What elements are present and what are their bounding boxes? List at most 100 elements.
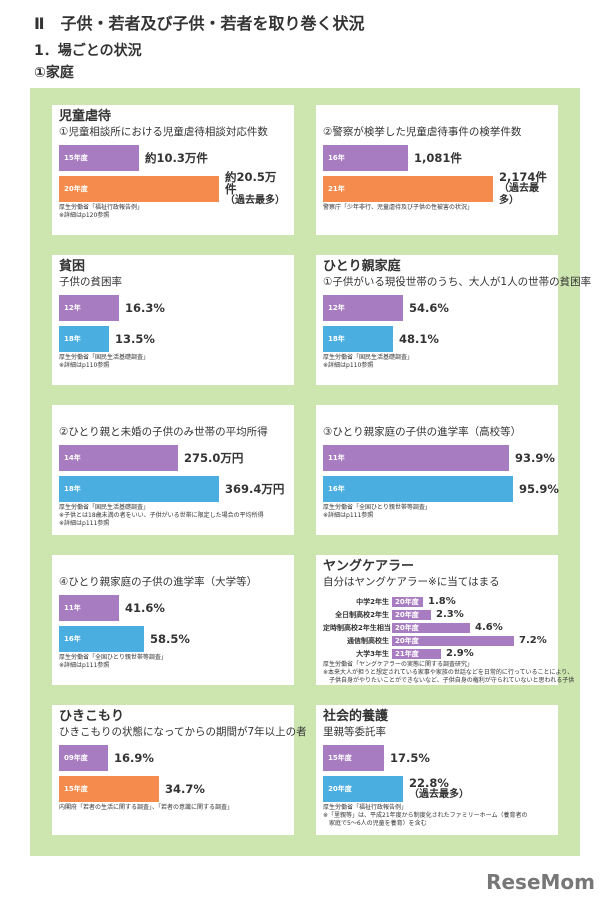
source-note: 内閣府「若者の生活に関する調査」、「若者の意識に関する調査」 (59, 804, 234, 811)
card-subtitle: ③ひとり親家庭の子供の進学率（高校等） (323, 426, 522, 438)
bar: 16年 (323, 145, 408, 171)
bar: 15年度 (59, 776, 159, 802)
info-card: ヤングケアラー 自分はヤングケアラー※に当てはまる 中学2年生 20年度 1.8% 全日制… (316, 555, 574, 685)
bar-value: 95.9% (519, 482, 559, 496)
bar-value: 22.8% （過去最多） (409, 776, 469, 800)
bar-note: （過去最多） (499, 183, 539, 206)
bar-value: 7.2% (519, 635, 547, 646)
bar-row: 20年度 22.8% （過去最多） (323, 776, 551, 802)
group-label: 定時制高校2年生相当 (323, 623, 391, 632)
bar: 15年度 (323, 745, 384, 771)
card-title (323, 409, 551, 425)
bar: 20年度 (392, 596, 423, 607)
bar-row: 15年度 約10.3万件 (59, 145, 287, 171)
subheading: 1．場ごとの状況 (34, 43, 142, 59)
bar-note: （過去最多） (225, 195, 285, 206)
bar: 14年 (59, 445, 178, 471)
info-card: ③ひとり親家庭の子供の進学率（高校等） 11年 93.9% 16年 95.9% 厚生労働省… (316, 405, 559, 535)
bar: 20年度 (59, 176, 219, 202)
bar-label: 18年 (64, 335, 81, 343)
bar-row: 18年 13.5% (59, 326, 287, 352)
bar-row: 21年 2,174件 （過去最多） (323, 171, 551, 206)
card-title: ひとり親家庭 (323, 259, 401, 274)
card-title: 貧困 (59, 259, 86, 274)
bar-label: 21年 (328, 185, 345, 193)
card-title (59, 559, 287, 575)
card-title: ひきこもり (59, 709, 125, 724)
bar-label: 20年度 (328, 785, 352, 793)
bar: 20年度 (392, 609, 431, 620)
bar: 20年度 (392, 635, 514, 646)
source-note: 厚生労働省「福祉行政報告例」 ※「里親等」は、平成21年度から制度化されたファミリ… (323, 804, 528, 827)
info-card: ひきこもり ひきこもりの状態になってからの期間が7年以上の者 09年度 16.9% 15… (52, 705, 307, 835)
bar-label: 16年 (328, 154, 345, 162)
bar: 16年 (59, 626, 144, 652)
bar-note: （過去最多） (409, 789, 469, 800)
bar-value: 13.5% (115, 332, 155, 346)
bar-label: 11年 (328, 454, 345, 462)
card-subtitle: ④ひとり親家庭の子供の進学率（大学等） (59, 576, 258, 588)
page-heading: Ⅱ 子供・若者及び子供・若者を取り巻く状況 (34, 14, 365, 33)
bar-value: 34.7% (165, 782, 205, 796)
source-note: 厚生労働省「全国ひとり親世帯等調査」 ※詳細はp111参照 (323, 504, 431, 519)
bar-value: 2.3% (436, 609, 464, 620)
bar-row: 09年度 16.9% (59, 745, 287, 771)
bar-label: 15年度 (64, 785, 88, 793)
bar: 20年度 (392, 622, 470, 633)
bar-row: 通信制高校生 20年度 7.2% (323, 635, 551, 646)
info-card: 児童虐待 ①児童相談所における児童虐待相談対応件数 15年度 約10.3万件 20年度 約… (52, 105, 294, 235)
bar-value: 16.9% (114, 751, 154, 765)
bar-row: 16年 1,081件 (323, 145, 551, 171)
bar: 21年度 (392, 648, 441, 659)
bar-row: 11年 41.6% (59, 595, 287, 621)
bar: 18年 (323, 326, 393, 352)
bar-value: 約10.3万件 (145, 151, 208, 165)
bar-label: 11年 (64, 604, 81, 612)
bar: 11年 (59, 595, 119, 621)
bar: 09年度 (59, 745, 108, 771)
bar-row: 12年 54.6% (323, 295, 551, 321)
info-card: ②警察が検挙した児童虐待事件の検挙件数 16年 1,081件 21年 2,174件 （過去… (316, 105, 558, 235)
card-subtitle: ②警察が検挙した児童虐待事件の検挙件数 (323, 126, 522, 138)
bar-row: 定時制高校2年生相当 20年度 4.6% (323, 622, 551, 633)
card-subtitle: 子供の貧困率 (59, 276, 122, 288)
bar-row: 16年 58.5% (59, 626, 287, 652)
bar-row: 18年 48.1% (323, 326, 551, 352)
bar-row: 全日制高校2年生 20年度 2.3% (323, 609, 551, 620)
bar-value: 58.5% (150, 632, 190, 646)
card-subtitle: ①児童相談所における児童虐待相談対応件数 (59, 126, 268, 138)
bar-value: 93.9% (515, 451, 555, 465)
card-subtitle: 里親等委託率 (323, 726, 386, 738)
bar-value: 48.1% (399, 332, 439, 346)
bar-value: 17.5% (390, 751, 430, 765)
section-title: ①家庭 (34, 65, 74, 81)
info-card: 社会的養護 里親等委託率 15年度 17.5% 20年度 22.8% （過去最多） 厚生労働省… (316, 705, 558, 835)
bar-value: 1,081件 (414, 151, 462, 165)
source-note: 厚生労働省「国民生活基礎調査」 ※詳細はp110参照 (59, 354, 150, 369)
bar-value: 54.6% (409, 301, 449, 315)
bar-label: 09年度 (64, 754, 88, 762)
bar: 12年 (59, 295, 119, 321)
info-card: 貧困子供の貧困率 12年 16.3% 18年 13.5% 厚生労働省「国民生活基礎調査」 ※… (52, 255, 294, 385)
bar-value: 2,174件 （過去最多） (499, 171, 551, 207)
card-title: 児童虐待 (59, 109, 112, 124)
card-title (59, 409, 287, 425)
card-title (323, 109, 551, 125)
info-card: ひとり親家庭 ①子供がいる現役世帯のうち、大人が1人の世帯の貧困率 12年 54.6%… (316, 255, 592, 385)
info-card: ④ひとり親家庭の子供の進学率（大学等） 11年 41.6% 16年 58.5% 厚生労働省… (52, 555, 294, 685)
bar-row: 15年度 34.7% (59, 776, 287, 802)
info-card: ②ひとり親と未婚の子供のみ世帯の平均所得 14年 275.0万円 18年 369.4万円… (52, 405, 294, 535)
source-note: 警察庁「少年非行、児童虐待及び子供の性被害の状況」 (323, 204, 474, 211)
bar-row: 20年度 約20.5万件 （過去最多） (59, 171, 287, 206)
bar-value: 369.4万円 (225, 482, 285, 496)
bar-row: 14年 275.0万円 (59, 445, 287, 471)
source-note: 厚生労働省「国民生活基礎調査」 ※子供とは18歳未満の者をいい、子供がいる世帯に限… (59, 504, 264, 527)
bar-label: 20年度 (64, 185, 88, 193)
bar: 16年 (323, 476, 513, 502)
bar-value: 16.3% (125, 301, 165, 315)
group-label: 大学3年生 (356, 649, 389, 658)
card-subtitle: ①子供がいる現役世帯のうち、大人が1人の世帯の貧困率 (323, 276, 592, 288)
bar: 11年 (323, 445, 509, 471)
bar-value: 4.6% (475, 622, 503, 633)
bar-value: 2.9% (446, 648, 474, 659)
